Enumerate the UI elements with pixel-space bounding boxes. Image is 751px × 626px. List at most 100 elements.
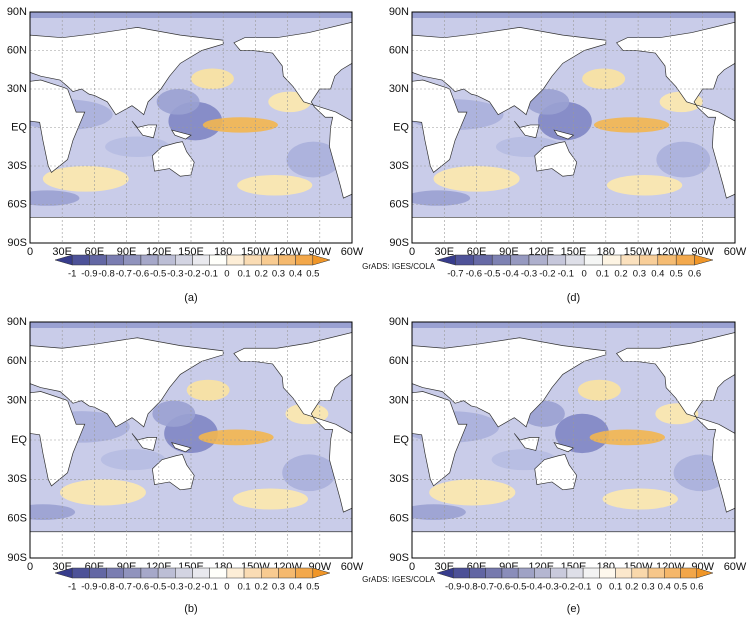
colorbar-label: 0.3 bbox=[641, 582, 654, 593]
colorbar-label: 0.3 bbox=[272, 269, 285, 280]
colorbar-label: -0.8 bbox=[461, 582, 477, 593]
colorbar-label: -0.5 bbox=[150, 582, 166, 593]
colorbar-box bbox=[675, 254, 695, 266]
lat-label: 30N bbox=[389, 83, 409, 95]
land bbox=[534, 454, 578, 491]
anomaly-blob bbox=[656, 141, 711, 178]
lat-label: 60S bbox=[389, 198, 409, 210]
colorbar-box bbox=[226, 254, 245, 266]
land bbox=[553, 442, 575, 453]
colorbar-box bbox=[620, 254, 640, 266]
colorbar-label: 0.5 bbox=[674, 582, 687, 593]
colorbar-box bbox=[157, 254, 176, 266]
colorbar-box bbox=[243, 254, 262, 266]
colorbar-box bbox=[261, 254, 279, 266]
land bbox=[534, 141, 578, 177]
lat-label: 30S bbox=[389, 160, 409, 172]
lat-label: 60S bbox=[7, 198, 27, 210]
colorbar-box bbox=[106, 254, 124, 266]
colorbar-label: 0.2 bbox=[255, 582, 268, 593]
colorbar-label: -0.2 bbox=[184, 582, 200, 593]
lon-label: 90W bbox=[308, 246, 331, 258]
anomaly-blob bbox=[186, 379, 230, 401]
colorbar-label: 0.2 bbox=[625, 582, 638, 593]
colorbar-end bbox=[696, 567, 714, 579]
colorbar-box bbox=[278, 567, 296, 579]
colorbar-box bbox=[123, 254, 142, 266]
land bbox=[412, 216, 735, 243]
lat-label: 90N bbox=[389, 6, 409, 18]
colorbar-box bbox=[639, 254, 659, 266]
colorbar-label: -0.9 bbox=[81, 582, 97, 593]
colorbar-box bbox=[565, 254, 585, 266]
panel-label: (e) bbox=[567, 603, 580, 615]
anomaly-blob bbox=[602, 488, 678, 510]
lon-label: 0 bbox=[27, 561, 33, 573]
map-frame bbox=[29, 321, 353, 559]
colorbar-box bbox=[123, 567, 142, 579]
anomaly-blob bbox=[198, 429, 274, 446]
lat-label: EQ bbox=[11, 121, 27, 133]
colorbar-box bbox=[278, 254, 296, 266]
land bbox=[170, 129, 192, 140]
colorbar-label: 0.5 bbox=[670, 269, 683, 280]
colorbar-label: -0.2 bbox=[559, 582, 575, 593]
anomaly-blob bbox=[582, 68, 626, 89]
land bbox=[514, 120, 540, 139]
colorbar-label: -0.3 bbox=[167, 582, 183, 593]
colorbar-box bbox=[583, 254, 603, 266]
lat-label: 60N bbox=[389, 44, 409, 56]
land bbox=[131, 120, 158, 139]
lon-label: 0 bbox=[27, 246, 33, 258]
colorbar-box bbox=[106, 567, 124, 579]
colorbar-box bbox=[582, 567, 600, 579]
colorbar-label: 0.2 bbox=[614, 269, 627, 280]
colorbar-box bbox=[547, 254, 567, 266]
colorbar-box bbox=[631, 567, 649, 579]
lon-label: 0 bbox=[409, 246, 415, 258]
colorbar-box bbox=[89, 567, 107, 579]
colorbar: -0.9 -0.8 -0.7 -0.6 -0.5 -0.4 -0.3 -0.2 -0.1 0 0.1… bbox=[362, 567, 714, 593]
colorbar-box bbox=[469, 567, 486, 579]
anomaly-blob bbox=[286, 141, 341, 178]
colorbar-label: 0.2 bbox=[255, 269, 268, 280]
polar-band bbox=[412, 322, 735, 328]
colorbar-label: 0.5 bbox=[306, 269, 319, 280]
colorbar-label: 0 bbox=[597, 582, 602, 593]
colorbar-label: -0.8 bbox=[98, 269, 114, 280]
colorbar-box bbox=[517, 567, 535, 579]
colorbar-box bbox=[566, 567, 584, 579]
colorbar-label: -0.2 bbox=[184, 269, 200, 280]
colorbar-label: -0.7 bbox=[116, 582, 132, 593]
colorbar-label: -0.4 bbox=[526, 582, 542, 593]
colorbar-label: 0.4 bbox=[289, 582, 302, 593]
lat-label: EQ bbox=[393, 121, 409, 133]
credit: GrADS: IGES/COLA bbox=[362, 262, 436, 271]
land bbox=[233, 21, 352, 199]
anomaly-blob bbox=[593, 117, 670, 133]
colorbar-label: -0.9 bbox=[81, 269, 97, 280]
colorbar-label: 0 bbox=[582, 269, 587, 280]
polar-band bbox=[30, 12, 352, 18]
anomaly-field bbox=[30, 322, 352, 558]
land bbox=[616, 21, 735, 199]
lat-label: 90N bbox=[7, 316, 27, 328]
colorbar-label: -0.6 bbox=[494, 582, 510, 593]
colorbar-box bbox=[485, 567, 503, 579]
colorbar-label: -0.7 bbox=[116, 269, 132, 280]
colorbar-box bbox=[550, 567, 568, 579]
anomaly-blob bbox=[429, 479, 516, 506]
anomaly-blob bbox=[232, 488, 308, 510]
colorbar-label: -0.3 bbox=[521, 269, 537, 280]
colorbar-label: -0.5 bbox=[484, 269, 500, 280]
land bbox=[30, 79, 86, 173]
lon-label: 60W bbox=[724, 561, 747, 573]
lat-label: 60N bbox=[389, 355, 409, 367]
colorbar-box bbox=[602, 254, 622, 266]
colorbar-label: -0.1 bbox=[558, 269, 574, 280]
land bbox=[412, 391, 468, 487]
anomaly-blob bbox=[202, 117, 278, 133]
colorbar-box bbox=[261, 567, 279, 579]
